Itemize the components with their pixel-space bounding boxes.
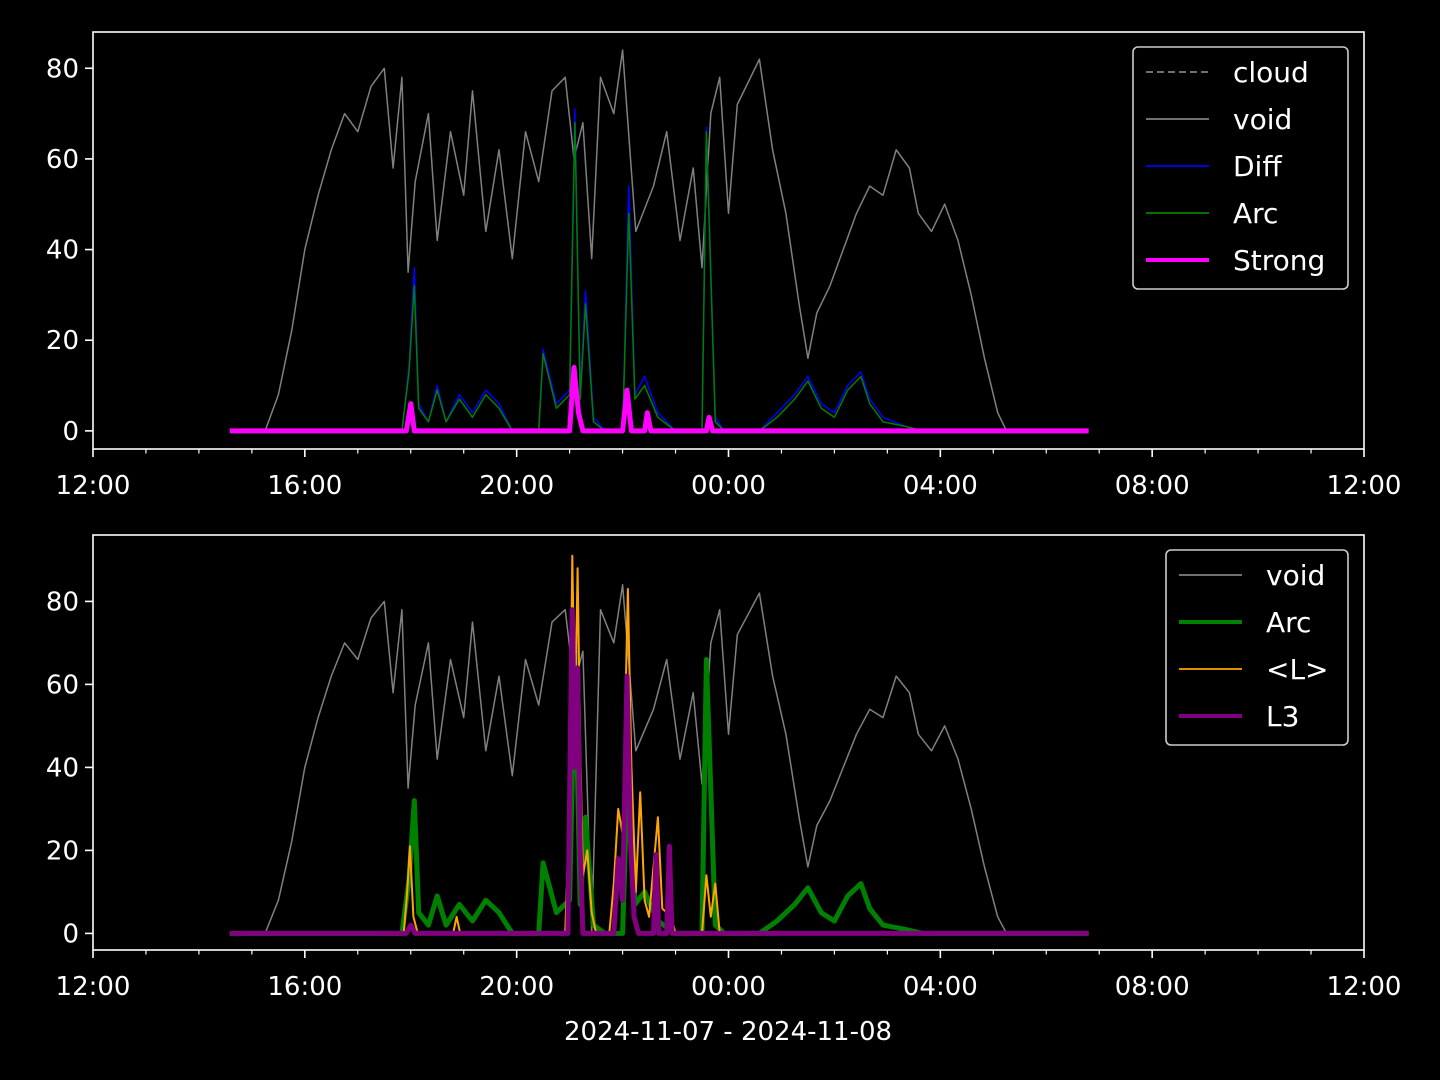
top-xtick-label-3: 00:00 — [691, 471, 766, 501]
bottom-ytick-label-80: 80 — [46, 587, 79, 617]
bottom-legend-label-void: void — [1266, 559, 1325, 592]
bottom-xtick-label-6: 12:00 — [1327, 972, 1402, 1002]
top-y-axis: 0 20 40 60 80 — [46, 54, 93, 447]
top-legend-label-cloud: cloud — [1233, 56, 1309, 89]
bottom-panel: 0 20 40 60 80 12:00 16:00 20:00 00:00 04:00 08:00… — [46, 534, 1402, 1002]
bottom-ytick-label-40: 40 — [46, 753, 79, 783]
bottom-xtick-label-1: 16:00 — [267, 972, 342, 1002]
top-x-axis: 12:00 16:00 20:00 00:00 04:00 08:00 12:00 — [56, 449, 1402, 501]
top-series-group — [229, 49, 1089, 434]
bottom-y-axis: 0 20 40 60 80 — [46, 587, 93, 949]
bottom-ytick-label-60: 60 — [46, 670, 79, 700]
bottom-legend-box — [1165, 549, 1349, 746]
top-xtick-label-2: 20:00 — [479, 471, 554, 501]
top-legend-box — [1132, 46, 1349, 290]
top-legend-label-void: void — [1233, 103, 1292, 136]
top-xtick-label-4: 04:00 — [903, 471, 978, 501]
bottom-legend-label-l3: L3 — [1266, 700, 1299, 733]
top-xtick-label-6: 12:00 — [1327, 471, 1402, 501]
bottom-ytick-label-0: 0 — [62, 919, 79, 949]
bottom-xtick-label-5: 08:00 — [1115, 972, 1190, 1002]
bottom-xtick-label-4: 04:00 — [903, 972, 978, 1002]
top-legend: cloud void Diff Arc Strong — [1132, 46, 1349, 290]
bottom-legend: void Arc <L> L3 — [1165, 549, 1349, 746]
bottom-series-l3-line — [229, 607, 1089, 936]
top-panel: 0 20 40 60 80 12:00 16:00 20:00 00:00 04:00 08:00… — [46, 31, 1402, 501]
top-ytick-label-20: 20 — [46, 326, 79, 356]
top-series-void-line — [229, 49, 1089, 432]
bottom-legend-label-l: <L> — [1266, 653, 1329, 686]
bottom-x-axis: 12:00 16:00 20:00 00:00 04:00 08:00 12:00 — [56, 950, 1402, 1002]
top-ytick-label-0: 0 — [62, 417, 79, 447]
bottom-ytick-label-20: 20 — [46, 836, 79, 866]
top-legend-label-arc: Arc — [1233, 197, 1278, 230]
bottom-legend-label-arc: Arc — [1266, 606, 1311, 639]
top-xtick-label-1: 16:00 — [267, 471, 342, 501]
bottom-series-group — [229, 554, 1089, 936]
x-axis-label: 2024-11-07 - 2024-11-08 — [564, 1017, 892, 1047]
top-legend-label-strong: Strong — [1233, 244, 1325, 277]
top-xtick-label-0: 12:00 — [56, 471, 131, 501]
bottom-xtick-label-0: 12:00 — [56, 972, 131, 1002]
top-series-strong-line — [229, 364, 1089, 434]
top-ytick-label-60: 60 — [46, 145, 79, 175]
bottom-series-arc-line — [229, 648, 1089, 936]
top-ytick-label-80: 80 — [46, 54, 79, 84]
bottom-xtick-label-2: 20:00 — [479, 972, 554, 1002]
top-ytick-label-40: 40 — [46, 236, 79, 266]
top-legend-label-diff: Diff — [1233, 150, 1282, 183]
bottom-xtick-label-3: 00:00 — [691, 972, 766, 1002]
top-xtick-label-5: 08:00 — [1115, 471, 1190, 501]
